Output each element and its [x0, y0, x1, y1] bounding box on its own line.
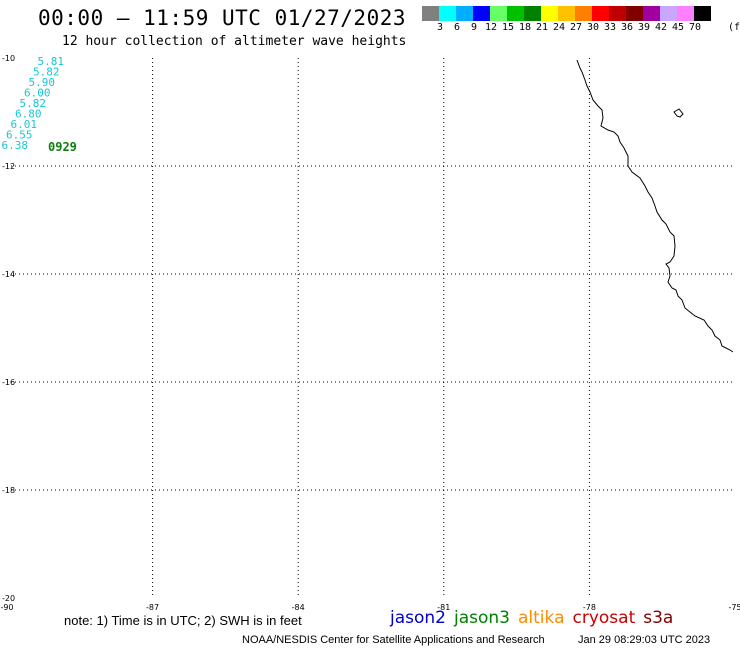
colorbar-label: 3 [436, 22, 444, 33]
wave-height-label: 6.55 [6, 129, 33, 142]
colorbar-label: 6 [453, 22, 461, 33]
legend-item-jason3: jason3 [454, 608, 510, 628]
colorbar-label: 9 [470, 22, 478, 33]
colorbar-swatch [575, 6, 592, 21]
colorbar-label: 18 [518, 22, 532, 33]
credit-line: NOAA/NESDIS Center for Satellite Applica… [242, 634, 545, 646]
lat-tick-label: -16 [2, 378, 15, 387]
colorbar-label: 12 [484, 22, 498, 33]
legend-item-s3a: s3a [643, 608, 674, 628]
colorbar-label: 30 [586, 22, 600, 33]
colorbar-unit: (ft) [728, 22, 740, 33]
wave-height-label: 6.00 [24, 87, 51, 100]
colorbar-swatch [677, 6, 694, 21]
colorbar-swatch [694, 6, 711, 21]
colorbar-label: 39 [637, 22, 651, 33]
colorbar-label: 70 [688, 22, 702, 33]
map-title: 00:00 – 11:59 UTC 01/27/2023 [38, 6, 407, 30]
colorbar-swatch [643, 6, 660, 21]
pass-time-label: 0929 [48, 140, 77, 154]
colorbar-swatch [524, 6, 541, 21]
generation-timestamp: Jan 29 08:29:03 UTC 2023 [578, 634, 711, 646]
lat-tick-label: -18 [2, 486, 15, 495]
colorbar-swatch [507, 6, 524, 21]
legend-item-altika: altika [518, 608, 565, 628]
colorbar-label: 24 [552, 22, 566, 33]
map-subtitle: 12 hour collection of altimeter wave hei… [62, 34, 407, 49]
colorbar-swatch [541, 6, 558, 21]
satellite-legend: jason2 jason3 altika cryosat s3a [390, 608, 681, 628]
wave-height-label: 5.82 [33, 66, 60, 79]
colorbar-swatch [439, 6, 456, 21]
colorbar-label: 21 [535, 22, 549, 33]
lon-tick-label: -78 [583, 603, 596, 612]
wave-height-label: 6.01 [11, 118, 38, 131]
coastline [576, 59, 734, 353]
colorbar-swatch [626, 6, 643, 21]
lat-tick-label: -20 [2, 594, 15, 603]
legend-item-cryosat: cryosat [572, 608, 636, 628]
lon-tick-label: -90 [0, 603, 13, 612]
wave-height-label: 6.80 [15, 108, 42, 121]
lon-tick-label: -87 [146, 603, 159, 612]
colorbar-label: 15 [501, 22, 515, 33]
colorbar-label: 27 [569, 22, 583, 33]
lat-tick-label: -14 [2, 270, 15, 279]
lon-tick-label: -84 [292, 603, 305, 612]
colorbar-label: 36 [620, 22, 634, 33]
colorbar-swatch [660, 6, 677, 21]
colorbar-swatch [490, 6, 507, 21]
lat-lon-grid [7, 58, 735, 598]
colorbar-swatch [558, 6, 575, 21]
wave-height-colorbar [422, 6, 711, 21]
wave-height-label: 5.81 [38, 55, 65, 68]
lat-tick-label: -12 [2, 162, 15, 171]
lat-tick-label: -10 [2, 54, 15, 63]
wave-height-label: 5.82 [20, 97, 47, 110]
wave-height-label: 5.90 [29, 76, 56, 89]
colorbar-label: 45 [671, 22, 685, 33]
colorbar-label: 42 [654, 22, 668, 33]
colorbar-swatch [473, 6, 490, 21]
island [673, 108, 684, 118]
footer-note: note: 1) Time is in UTC; 2) SWH is in fe… [64, 613, 302, 628]
colorbar-label: 33 [603, 22, 617, 33]
wave-height-label: 6.38 [2, 139, 29, 152]
legend-item-jason2: jason2 [390, 608, 446, 628]
colorbar-swatch [609, 6, 626, 21]
colorbar-swatch [422, 6, 439, 21]
lon-tick-label: -75 [728, 603, 740, 612]
altimeter-observations: 5.815.825.906.005.826.806.016.556.38 0929 [2, 55, 77, 154]
colorbar-swatch [456, 6, 473, 21]
lon-tick-label: -81 [437, 603, 450, 612]
axis-ticks: -90 -87 -84 -81 -78 -75 -10 -12 -14 -16 -18 -20 [0, 54, 740, 612]
colorbar-swatch [592, 6, 609, 21]
